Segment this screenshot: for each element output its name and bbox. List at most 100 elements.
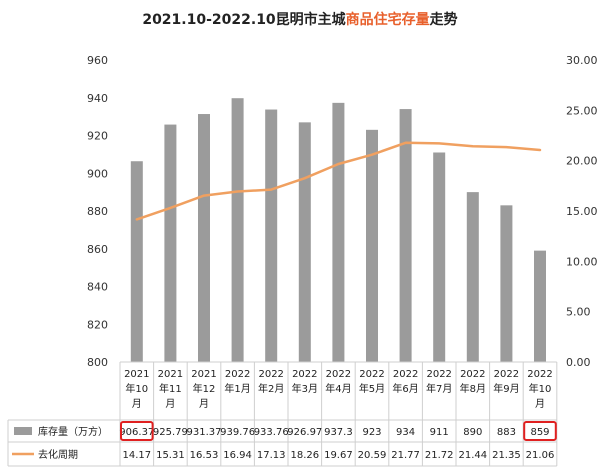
- category-label: 2022 年9月: [493, 369, 519, 395]
- bar-value-label: 934: [396, 427, 415, 438]
- title-prefix: 2021.10-2022.10昆明市主城: [142, 11, 345, 28]
- line-value-label: 16.53: [190, 450, 219, 461]
- highlight-box: [523, 421, 557, 441]
- bar: [500, 205, 513, 362]
- legend-label-bar: 库存量（万方）: [38, 425, 108, 438]
- y-right-tick-label: 5.00: [566, 306, 591, 319]
- bar: [332, 102, 345, 362]
- y-left-tick-label: 800: [87, 356, 108, 369]
- line-series: [135, 141, 542, 221]
- bar-value-label: 925.79: [153, 427, 188, 438]
- category-label-line: 年10: [529, 382, 552, 395]
- category-label-line: 年6月: [392, 382, 418, 395]
- title-highlight: 商品住宅存量: [346, 11, 430, 28]
- y-left-tick-label: 900: [87, 167, 108, 180]
- category-label: 2021 年12 月: [191, 369, 216, 410]
- legend-label-line: 去化周期: [38, 448, 78, 461]
- line-value-label: 16.94: [223, 450, 252, 461]
- category-label-line: 年10: [125, 382, 148, 395]
- line-value-label: 18.26: [290, 450, 319, 461]
- line-value-label: 20.59: [358, 450, 387, 461]
- line-value-label: 21.77: [391, 450, 420, 461]
- category-label-line: 2021: [191, 369, 216, 380]
- bar-value-label: 931.37: [187, 427, 222, 438]
- y-right-tick-label: 0.00: [566, 356, 591, 369]
- category-label: 2022 年8月: [460, 369, 486, 395]
- category-label-line: 年9月: [493, 382, 519, 395]
- category-label-line: 月: [132, 398, 142, 410]
- bar: [433, 152, 446, 362]
- bar-series: [130, 98, 546, 363]
- category-label: 2022 年5月: [359, 369, 385, 395]
- category-label: 2022 年7月: [426, 369, 452, 395]
- bar: [130, 161, 143, 362]
- series-line: [135, 141, 542, 221]
- title-suffix: 走势: [430, 11, 458, 28]
- y-left-tick-label: 960: [87, 54, 108, 67]
- category-label-line: 2022: [258, 369, 283, 380]
- category-label: 2022 年2月: [258, 369, 284, 395]
- category-label: 2022 年6月: [392, 369, 418, 395]
- category-label-line: 2022: [527, 369, 552, 380]
- line-value-label: 19.67: [324, 450, 353, 461]
- bar: [265, 109, 278, 362]
- category-label: 2021 年10 月: [124, 369, 149, 410]
- bar-value-label: 939.76: [220, 427, 255, 438]
- bar-value-label: 883: [497, 427, 516, 438]
- category-label: 2022 年3月: [292, 369, 318, 395]
- y-right-tick-label: 25.00: [566, 104, 598, 117]
- bar: [164, 124, 177, 362]
- line-value-label: 17.13: [257, 450, 286, 461]
- category-label: 2022 年4月: [325, 369, 351, 395]
- category-label-line: 年11: [159, 382, 182, 395]
- highlight-box: [120, 421, 154, 441]
- category-label-line: 年5月: [359, 382, 385, 395]
- line-value-label: 21.35: [492, 450, 521, 461]
- bar-value-label: 911: [430, 427, 449, 438]
- category-label: 2022 年1月: [224, 369, 250, 395]
- category-label-line: 2021: [158, 369, 183, 380]
- line-value-label: 21.44: [458, 450, 487, 461]
- y-right-tick-label: 20.00: [566, 155, 598, 168]
- bar: [534, 250, 546, 362]
- bar: [198, 114, 210, 362]
- chart-title: 2021.10-2022.10昆明市主城商品住宅存量走势: [142, 11, 457, 28]
- category-label-line: 月: [535, 398, 545, 410]
- y-left-tick-label: 940: [87, 92, 108, 105]
- category-label-line: 年1月: [224, 382, 250, 395]
- category-label-line: 年2月: [258, 382, 284, 395]
- bar: [466, 192, 479, 362]
- category-label-line: 2022: [460, 369, 485, 380]
- legend-swatch-bar: [14, 427, 32, 435]
- y-right-tick-label: 10.00: [566, 255, 598, 268]
- line-value-label: 15.31: [156, 450, 185, 461]
- category-label-line: 年3月: [292, 382, 318, 395]
- line-value-label: 14.17: [122, 450, 151, 461]
- bar-value-label: 923: [362, 427, 381, 438]
- bar-value-label: 906.37: [119, 427, 154, 438]
- y-right-tick-label: 15.00: [566, 205, 598, 218]
- line-value-label: 21.72: [425, 450, 454, 461]
- bar-value-label: 937.3: [324, 427, 353, 438]
- category-label-line: 月: [165, 398, 175, 410]
- category-label-line: 年4月: [325, 382, 351, 395]
- y-left-tick-label: 920: [87, 130, 108, 143]
- category-label-line: 2022: [326, 369, 351, 380]
- y-left-tick-label: 880: [87, 205, 108, 218]
- bar: [298, 122, 311, 363]
- category-label-line: 2022: [393, 369, 418, 380]
- category-label-line: 年7月: [426, 382, 452, 395]
- bar: [231, 98, 244, 362]
- bar-value-label: 933.76: [254, 427, 289, 438]
- y-right-tick-label: 30.00: [566, 54, 598, 67]
- bar: [399, 109, 412, 362]
- category-label: 2022 年10 月: [527, 369, 552, 410]
- category-label-line: 2022: [426, 369, 451, 380]
- category-label-line: 2022: [359, 369, 384, 380]
- category-label-line: 年8月: [460, 382, 486, 395]
- bar: [366, 129, 378, 362]
- category-label-line: 2022: [292, 369, 317, 380]
- category-label-line: 月: [199, 398, 209, 410]
